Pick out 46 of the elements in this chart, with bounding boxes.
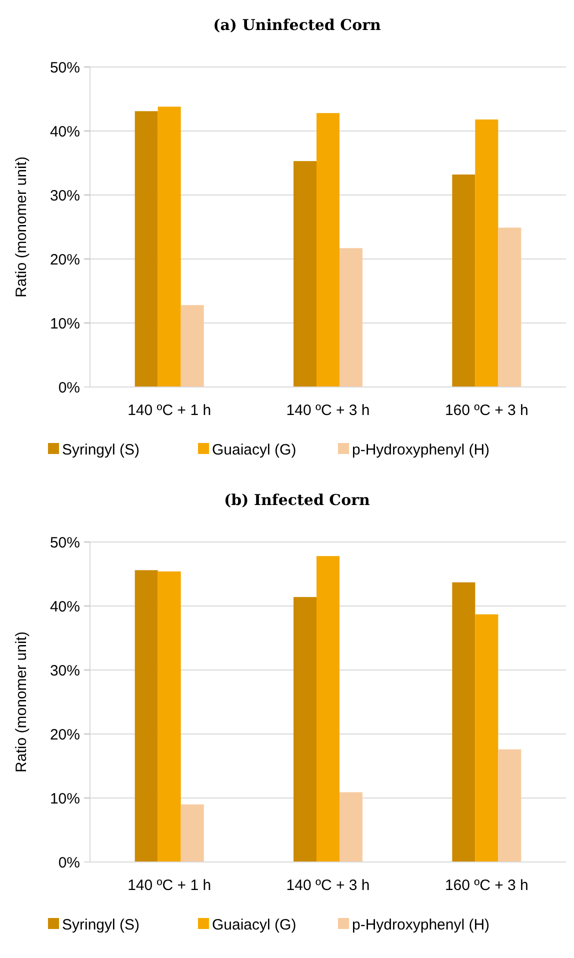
bar — [475, 119, 498, 387]
bar — [498, 749, 522, 862]
x-tick-label: 160 ºC + 3 h — [444, 877, 528, 894]
bar — [158, 571, 181, 862]
legend-label: p-Hydroxyphenyl (H) — [352, 441, 490, 458]
y-tick-label: 30% — [50, 662, 80, 680]
y-axis-title: Ratio (monomer unit) — [13, 632, 30, 772]
y-tick-label: 20% — [50, 726, 80, 744]
x-tick-label: 140 ºC + 3 h — [286, 402, 370, 419]
bar — [498, 228, 522, 387]
bar — [316, 113, 340, 387]
y-tick-label: 40% — [50, 123, 80, 140]
x-tick-label: 140 ºC + 1 h — [128, 402, 212, 419]
y-tick-label: 20% — [50, 251, 80, 268]
y-tick-label: 0% — [58, 854, 80, 872]
bar — [158, 106, 181, 387]
y-tick-label: 0% — [58, 379, 80, 396]
x-tick-label: 160 ºC + 3 h — [444, 402, 528, 419]
y-tick-label: 10% — [50, 790, 80, 808]
y-tick-label: 50% — [50, 534, 80, 552]
y-axis-title: Ratio (monomer unit) — [13, 156, 30, 298]
chart-title: (a) Uninfected Corn — [213, 16, 381, 34]
x-tick-label: 140 ºC + 1 h — [128, 877, 212, 894]
bar — [475, 614, 498, 862]
bar — [294, 597, 316, 862]
legend-label: Syringyl (S) — [62, 916, 140, 934]
x-tick-label: 140 ºC + 3 h — [286, 877, 370, 894]
bar — [316, 556, 340, 862]
y-tick-label: 40% — [50, 598, 80, 616]
bar — [452, 582, 476, 862]
bar — [180, 305, 204, 387]
legend-label: Guaiacyl (G) — [212, 441, 296, 458]
legend-label: Guaiacyl (G) — [212, 916, 296, 934]
y-tick-label: 10% — [50, 315, 80, 332]
bar — [340, 792, 362, 862]
bar — [294, 161, 316, 387]
bar — [134, 570, 158, 862]
bar — [180, 804, 204, 862]
bar — [134, 111, 158, 387]
bar — [340, 248, 362, 387]
chart-title: (b) Infected Corn — [224, 491, 370, 509]
legend-label: Syringyl (S) — [62, 441, 140, 458]
bar — [452, 174, 476, 387]
legend-label: p-Hydroxyphenyl (H) — [352, 916, 490, 934]
y-tick-label: 50% — [50, 59, 80, 76]
y-tick-label: 30% — [50, 187, 80, 204]
